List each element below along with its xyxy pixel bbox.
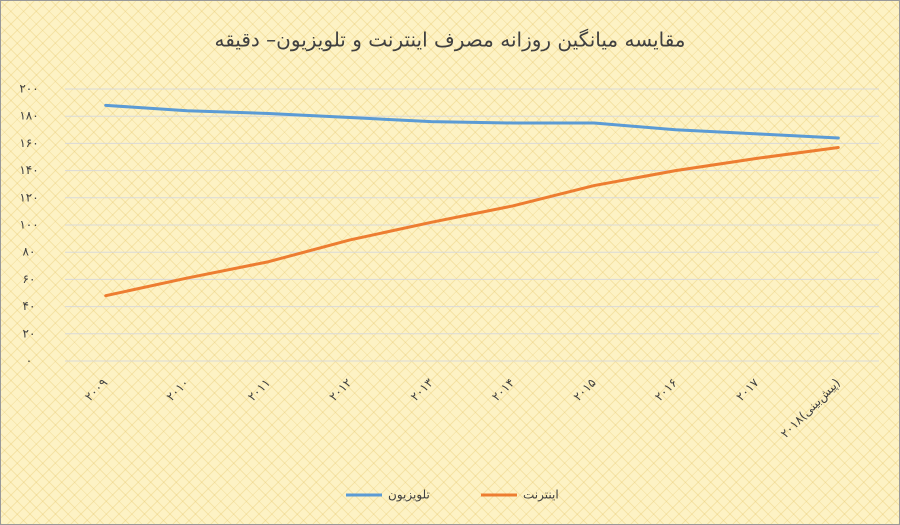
x-tick-label: ۲۰۱۰ [164, 376, 192, 404]
y-tick-label: ۰ [26, 354, 32, 368]
y-tick-label: ۶۰ [23, 272, 36, 286]
y-tick-label: ۸۰ [23, 245, 36, 259]
y-tick-label: ۱۸۰ [19, 109, 38, 123]
x-tick-label: ۲۰۱۶ [652, 376, 680, 404]
y-tick-label: ۱۰۰ [19, 218, 38, 232]
x-tick-label: ۲۰۰۹ [82, 376, 110, 404]
x-tick-label: ۲۰۱۸(پیش‌بینی) [778, 376, 844, 442]
x-tick-label: ۲۰۱۲ [326, 376, 354, 404]
y-tick-label: ۱۶۰ [19, 136, 38, 150]
series-line [104, 145, 840, 298]
x-tick-label: ۲۰۱۴ [489, 376, 517, 404]
series-line [104, 103, 840, 140]
y-tick-label: ۱۴۰ [19, 163, 38, 177]
y-tick-label: ۲۰۰ [19, 82, 38, 96]
y-tick-label: ۴۰ [23, 299, 36, 313]
x-tick-label: ۲۰۱۱ [245, 376, 273, 404]
legend-label: اینترنت [523, 488, 559, 503]
x-tick-label: ۲۰۱۳ [408, 375, 437, 404]
y-tick-label: ۱۲۰ [19, 190, 38, 204]
legend-label: تلویزیون [388, 488, 430, 503]
x-tick-label: ۲۰۱۷ [733, 375, 762, 404]
chart-title: مقایسه میانگین روزانه مصرف اینترنت و تلو… [214, 28, 685, 52]
y-tick-label: ۲۰ [23, 326, 36, 340]
x-tick-label: ۲۰۱۵ [571, 376, 599, 404]
